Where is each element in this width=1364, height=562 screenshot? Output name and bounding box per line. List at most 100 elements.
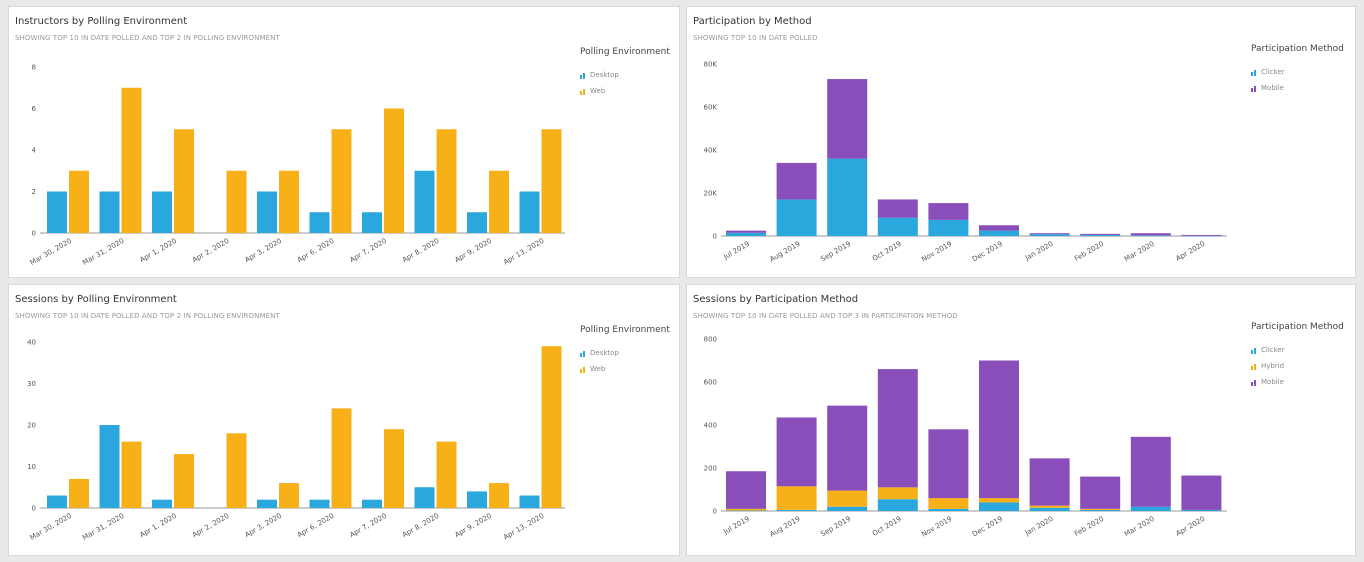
bar-clicker[interactable] — [979, 230, 1019, 236]
bar-mobile[interactable] — [1080, 476, 1121, 509]
bar-desktop[interactable] — [47, 191, 67, 234]
bar-web[interactable] — [69, 170, 89, 233]
bar-clicker[interactable] — [776, 509, 817, 511]
bar-desktop[interactable] — [152, 191, 172, 234]
bar-mobile[interactable] — [1080, 233, 1121, 235]
legend-item-clicker[interactable]: Clicker — [1251, 64, 1344, 80]
bar-clicker[interactable] — [877, 499, 918, 511]
bar-clicker[interactable] — [1080, 509, 1121, 511]
bar-desktop[interactable] — [152, 499, 172, 508]
bar-mobile[interactable] — [776, 417, 817, 487]
bar-clicker[interactable] — [1181, 235, 1222, 237]
bar-clicker[interactable] — [1029, 234, 1070, 236]
bar-mobile[interactable] — [1029, 233, 1070, 235]
bar-desktop[interactable] — [519, 191, 540, 234]
bar-web[interactable] — [279, 483, 299, 508]
bar-hybrid[interactable] — [1029, 505, 1070, 508]
bar-hybrid[interactable] — [928, 498, 969, 509]
bar-web[interactable] — [384, 429, 404, 508]
bar-mobile[interactable] — [1130, 436, 1171, 507]
bar-clicker[interactable] — [928, 508, 969, 511]
legend-item-mobile[interactable]: Mobile — [1251, 374, 1344, 390]
bar-desktop[interactable] — [414, 487, 435, 508]
bar-hybrid[interactable] — [827, 490, 868, 507]
y-tick-label: 0 — [713, 508, 717, 516]
x-tick-label: Apr 2, 2020 — [191, 512, 231, 539]
bar-clicker[interactable] — [877, 217, 918, 236]
bar-desktop[interactable] — [309, 212, 330, 233]
bar-mobile[interactable] — [827, 79, 868, 159]
bar-clicker[interactable] — [1181, 509, 1222, 511]
legend-item-web[interactable]: Web — [580, 361, 670, 377]
bar-desktop[interactable] — [47, 495, 67, 508]
legend-item-desktop[interactable]: Desktop — [580, 345, 670, 361]
bar-clicker[interactable] — [827, 158, 868, 236]
bar-web[interactable] — [174, 129, 194, 233]
bar-mobile[interactable] — [1029, 458, 1070, 506]
bar-mobile[interactable] — [979, 225, 1019, 231]
bar-desktop[interactable] — [362, 499, 382, 508]
bar-mobile[interactable] — [1181, 475, 1222, 510]
bar-desktop[interactable] — [467, 212, 487, 233]
bar-clicker[interactable] — [827, 506, 868, 511]
bar-hybrid[interactable] — [776, 486, 817, 510]
legend-item-clicker[interactable]: Clicker — [1251, 342, 1344, 358]
x-tick-label: Feb 2020 — [1073, 240, 1105, 263]
bar-hybrid[interactable] — [1080, 508, 1121, 510]
bar-clicker[interactable] — [928, 219, 969, 236]
legend-item-mobile[interactable]: Mobile — [1251, 80, 1344, 96]
bar-web[interactable] — [436, 441, 457, 508]
bar-web[interactable] — [121, 441, 142, 508]
bar-clicker[interactable] — [726, 510, 766, 512]
bar-mobile[interactable] — [877, 199, 918, 218]
bar-web[interactable] — [69, 478, 89, 508]
bar-mobile[interactable] — [979, 360, 1019, 499]
bar-web[interactable] — [331, 408, 352, 508]
bar-mobile[interactable] — [928, 203, 969, 220]
bar-mobile[interactable] — [726, 471, 766, 509]
bar-web[interactable] — [541, 129, 562, 233]
bar-web[interactable] — [279, 170, 299, 233]
bar-mobile[interactable] — [877, 369, 918, 488]
bar-clicker[interactable] — [1080, 234, 1121, 236]
bar-web[interactable] — [489, 483, 509, 508]
bar-desktop[interactable] — [362, 212, 382, 233]
bar-clicker[interactable] — [979, 502, 1019, 511]
bar-desktop[interactable] — [99, 191, 120, 234]
bar-hybrid[interactable] — [979, 498, 1019, 503]
bar-mobile[interactable] — [928, 429, 969, 499]
bar-clicker[interactable] — [1029, 507, 1070, 511]
bar-mobile[interactable] — [726, 230, 766, 233]
bar-desktop[interactable] — [309, 499, 330, 508]
bar-clicker[interactable] — [1130, 235, 1171, 236]
bar-mobile[interactable] — [1130, 233, 1171, 236]
bar-desktop[interactable] — [519, 495, 540, 508]
bar-desktop[interactable] — [257, 191, 277, 234]
legend-item-desktop[interactable]: Desktop — [580, 67, 670, 83]
bar-web[interactable] — [226, 433, 247, 508]
bar-mobile[interactable] — [1181, 234, 1222, 236]
bar-web[interactable] — [436, 129, 457, 233]
chart-sessions: 0 10 20 30 40 Mar 30, 2020 Mar 31, 2020 Apr 1, … — [27, 339, 565, 542]
bar-web[interactable] — [331, 129, 352, 233]
x-tick-label: Apr 6, 2020 — [296, 512, 336, 539]
bar-hybrid[interactable] — [877, 487, 918, 500]
bar-mobile[interactable] — [776, 162, 817, 200]
bar-clicker[interactable] — [776, 199, 817, 236]
bar-mobile[interactable] — [827, 405, 868, 491]
bar-hybrid[interactable] — [726, 508, 766, 511]
legend-item-hybrid[interactable]: Hybrid — [1251, 358, 1344, 374]
bar-desktop[interactable] — [467, 491, 487, 508]
bar-desktop[interactable] — [257, 499, 277, 508]
bar-web[interactable] — [489, 170, 509, 233]
bar-web[interactable] — [384, 108, 404, 234]
bar-web[interactable] — [121, 87, 142, 233]
bar-web[interactable] — [226, 170, 247, 233]
bar-desktop[interactable] — [99, 425, 120, 508]
bar-clicker[interactable] — [1130, 506, 1171, 511]
legend-item-web[interactable]: Web — [580, 83, 670, 99]
bar-clicker[interactable] — [726, 232, 766, 236]
bar-web[interactable] — [174, 454, 194, 508]
bar-web[interactable] — [541, 346, 562, 508]
bar-desktop[interactable] — [414, 170, 435, 233]
